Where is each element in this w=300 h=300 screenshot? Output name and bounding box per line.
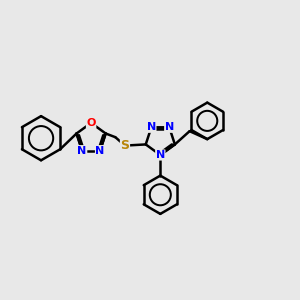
Text: O: O	[86, 118, 96, 128]
Text: N: N	[77, 146, 87, 156]
Text: N: N	[165, 122, 174, 132]
Text: N: N	[156, 150, 165, 160]
Text: S: S	[121, 139, 130, 152]
Text: N: N	[147, 122, 156, 132]
Text: N: N	[95, 146, 105, 156]
